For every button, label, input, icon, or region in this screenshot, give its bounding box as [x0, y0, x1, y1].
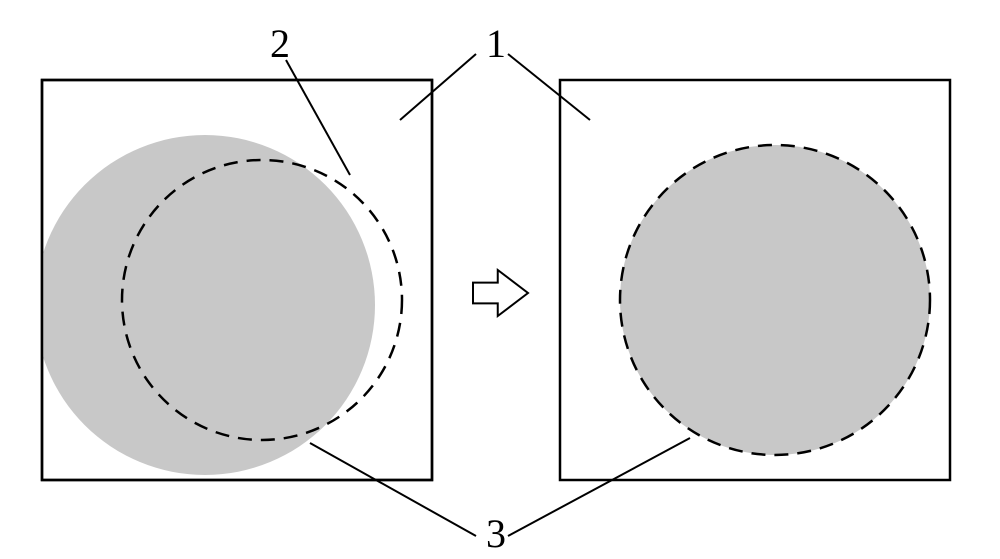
right-circle: [620, 145, 930, 455]
leader-3a: [310, 443, 476, 536]
diagram-container: 1 2 3: [0, 0, 1000, 559]
leader-2: [286, 60, 350, 175]
leader-3b: [508, 438, 690, 536]
arrow-icon: [473, 270, 528, 316]
diagram-svg: [0, 0, 1000, 559]
label-1: 1: [486, 20, 506, 67]
label-2: 2: [270, 20, 290, 67]
leader-1a: [400, 54, 476, 120]
left-solid-circle: [35, 135, 375, 475]
leader-1b: [508, 54, 590, 120]
label-3: 3: [486, 510, 506, 557]
